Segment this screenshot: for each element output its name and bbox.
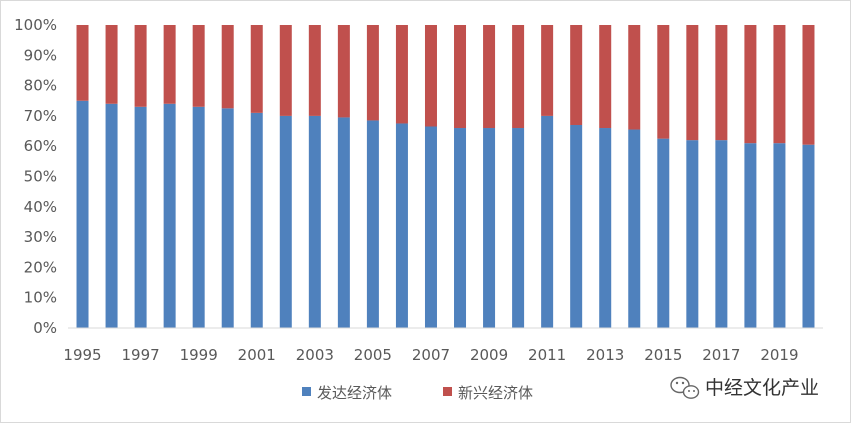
y-axis-ticks: 0% 10% 20% 30% 40% 50% 60% 70% 80% 90% 100%	[14, 16, 57, 337]
bar-emerging-2009	[483, 25, 496, 129]
bar-emerging-2006	[395, 25, 408, 124]
legend-label-emerging: 新兴经济体	[458, 384, 533, 402]
legend-swatch-developed	[302, 387, 311, 396]
y-tick-label: 10%	[24, 289, 57, 307]
bar-emerging-2019	[773, 25, 786, 144]
y-tick-label: 80%	[24, 77, 57, 95]
bar-emerging-2012	[570, 25, 583, 125]
bar-developed-2015	[657, 138, 670, 329]
bar-developed-2005	[366, 120, 379, 328]
legend: 发达经济体 新兴经济体	[302, 384, 533, 402]
bar-emerging-2013	[599, 25, 612, 129]
x-tick-label: 1995	[63, 346, 101, 364]
y-tick-label: 0%	[33, 319, 57, 337]
bar-developed-1996	[105, 103, 118, 328]
bar-emerging-2005	[366, 25, 379, 121]
bar-emerging-2003	[308, 25, 321, 116]
x-tick-label: 2001	[238, 346, 276, 364]
x-tick-label: 2015	[644, 346, 682, 364]
x-axis-ticks: 1995 1997 1999 2001 2003 2005 2007 2009 2011 2013…	[63, 346, 798, 364]
bar-developed-2001	[250, 112, 263, 329]
x-tick-label: 2009	[470, 346, 508, 364]
bar-developed-2003	[308, 115, 321, 329]
bar-emerging-2010	[512, 25, 525, 129]
bar-developed-1998	[163, 103, 176, 328]
x-tick-label: 2003	[296, 346, 334, 364]
bar-developed-2013	[599, 128, 612, 328]
bar-developed-1997	[134, 106, 147, 328]
y-tick-label: 50%	[24, 168, 57, 186]
bar-developed-2019	[773, 143, 786, 328]
bar-developed-2018	[744, 143, 757, 328]
x-tick-label: 2017	[702, 346, 740, 364]
bar-developed-2002	[279, 115, 292, 329]
bar-emerging-2001	[250, 25, 263, 113]
x-tick-label: 1999	[180, 346, 218, 364]
bar-emerging-2020	[802, 25, 815, 145]
bar-developed-1995	[76, 100, 89, 328]
bar-developed-1999	[192, 106, 205, 328]
bar-emerging-1995	[76, 25, 89, 101]
y-tick-label: 90%	[24, 46, 57, 64]
y-tick-label: 20%	[24, 258, 57, 276]
bar-developed-2009	[483, 128, 496, 328]
bar-developed-2012	[570, 124, 583, 329]
bar-emerging-2002	[279, 25, 292, 116]
y-tick-label: 40%	[24, 198, 57, 216]
bars	[76, 25, 815, 329]
bar-emerging-2008	[454, 25, 467, 129]
bar-developed-2008	[454, 128, 467, 328]
bar-emerging-1999	[192, 25, 205, 107]
bar-emerging-2018	[744, 25, 757, 144]
bar-emerging-1998	[163, 25, 176, 104]
bar-emerging-2007	[424, 25, 437, 127]
x-tick-label: 2005	[354, 346, 392, 364]
bar-developed-2006	[395, 123, 408, 328]
bar-emerging-2000	[221, 25, 234, 109]
bar-emerging-1996	[105, 25, 118, 104]
x-tick-label: 2013	[586, 346, 624, 364]
x-tick-label: 2011	[528, 346, 566, 364]
watermark-text: 中经文化产业	[705, 377, 819, 399]
y-tick-label: 70%	[24, 107, 57, 125]
bar-developed-2007	[424, 126, 437, 328]
bar-emerging-1997	[134, 25, 147, 107]
bar-developed-2017	[715, 140, 728, 328]
bar-developed-2011	[541, 115, 554, 329]
bar-developed-2000	[221, 108, 234, 328]
wechat-icon	[670, 376, 700, 399]
bar-developed-2020	[802, 144, 815, 328]
y-tick-label: 30%	[24, 228, 57, 246]
bar-emerging-2015	[657, 25, 670, 139]
legend-swatch-emerging	[443, 387, 452, 396]
x-tick-label: 2019	[760, 346, 798, 364]
legend-label-developed: 发达经济体	[317, 384, 392, 402]
bar-emerging-2004	[337, 25, 350, 118]
bar-emerging-2017	[715, 25, 728, 141]
bar-developed-2010	[512, 128, 525, 328]
x-tick-label: 2007	[412, 346, 450, 364]
bar-emerging-2011	[541, 25, 554, 116]
y-tick-label: 100%	[14, 16, 57, 34]
watermark: 中经文化产业	[670, 376, 819, 399]
bar-developed-2004	[337, 117, 350, 328]
bar-developed-2016	[686, 140, 699, 328]
bar-developed-2014	[628, 129, 641, 328]
bar-emerging-2016	[686, 25, 699, 141]
x-tick-label: 1997	[122, 346, 160, 364]
y-tick-label: 60%	[24, 137, 57, 155]
bar-emerging-2014	[628, 25, 641, 130]
